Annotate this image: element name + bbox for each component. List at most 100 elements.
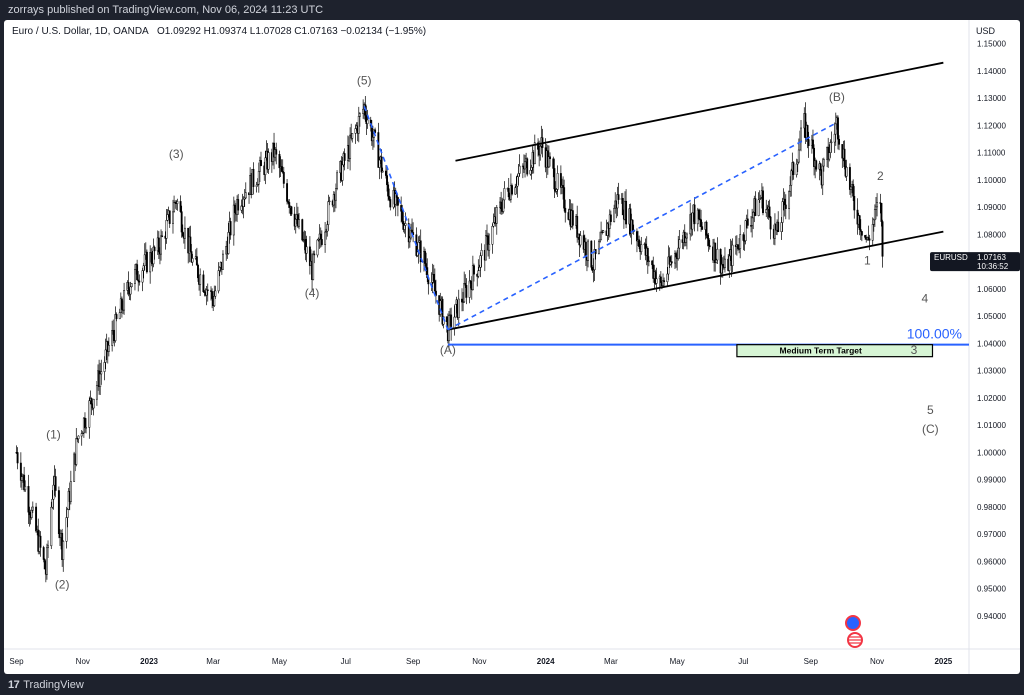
candle-body: [112, 330, 115, 335]
candle-body: [229, 221, 232, 236]
candle-body: [765, 209, 768, 214]
candle-body: [143, 254, 146, 267]
time-axis[interactable]: Sep Nov 2023 Mar May Jul Sep Nov 2024 Mar May Jul Se…: [9, 657, 952, 666]
candle-body: [719, 248, 722, 274]
candle-body: [853, 195, 856, 211]
candle-body: [599, 239, 601, 242]
candle-body: [240, 205, 243, 211]
candle-body: [319, 233, 322, 240]
wave-label: (2): [55, 578, 70, 592]
candle-body: [111, 330, 114, 346]
candle-body: [621, 198, 624, 216]
candle-body: [288, 202, 291, 208]
candle-body: [92, 398, 95, 409]
candle-body: [205, 289, 208, 296]
candle-body: [320, 239, 323, 245]
candle-body: [715, 259, 718, 263]
price-tick-label: 1.01000: [977, 421, 1006, 430]
candle-body: [517, 173, 520, 178]
candle-body: [487, 235, 490, 251]
candle-body: [592, 269, 595, 271]
candle-body: [54, 476, 57, 491]
candle-body: [378, 159, 381, 168]
candle-body: [454, 304, 457, 318]
candle-body: [301, 219, 304, 241]
candle-body: [52, 484, 55, 500]
candle-body: [563, 187, 566, 209]
time-tick-label: 2023: [140, 657, 158, 666]
time-tick-label: Nov: [76, 657, 90, 666]
price-chart[interactable]: Euro / U.S. Dollar, 1D, OANDA O1.09292 H…: [4, 20, 1020, 674]
tradingview-logo-icon[interactable]: 17: [8, 679, 20, 691]
price-tick-label: 1.09000: [977, 203, 1006, 212]
wave-label: (C): [922, 422, 939, 436]
candle-body: [203, 291, 206, 293]
candle-body: [152, 246, 155, 265]
candle-body: [651, 260, 654, 266]
candle-body: [556, 173, 559, 190]
candle-body: [252, 168, 255, 187]
wave-projection-dashed-line: [447, 121, 838, 331]
candle-body: [773, 223, 776, 239]
candle-body: [463, 283, 466, 303]
candle-body: [667, 256, 670, 275]
candle-body: [471, 265, 474, 290]
candle-body: [66, 509, 69, 518]
wave-label: 2: [877, 169, 884, 183]
candle-body: [638, 239, 641, 247]
time-tick-label: Mar: [604, 657, 618, 666]
candle-body: [728, 255, 731, 271]
candle-body: [813, 147, 816, 167]
candle-body: [80, 433, 83, 437]
candle-body: [788, 191, 791, 209]
candle-body: [616, 194, 619, 209]
candle-body: [837, 117, 839, 140]
candle-body: [529, 170, 532, 175]
chart-panel[interactable]: Euro / U.S. Dollar, 1D, OANDA O1.09292 H…: [4, 20, 1020, 674]
candle-body: [260, 160, 262, 167]
candle-body: [807, 139, 810, 146]
candle-body: [142, 265, 145, 271]
candle-body: [275, 149, 278, 155]
price-tick-label: 1.00000: [977, 448, 1006, 457]
candle-body: [357, 116, 360, 134]
candle-body: [845, 167, 848, 177]
candle-body: [103, 362, 106, 372]
candle-body: [783, 198, 786, 206]
candle-body: [298, 219, 300, 227]
candle-body: [503, 188, 506, 201]
candle-body: [396, 197, 399, 206]
candle-body: [166, 214, 169, 221]
candle-body: [530, 167, 533, 171]
candle-body: [325, 231, 328, 233]
candle-body: [24, 486, 27, 491]
candle-body: [480, 249, 483, 256]
candle-body: [183, 227, 186, 239]
candle-body: [881, 221, 884, 257]
time-tick-label: Sep: [406, 657, 421, 666]
candle-body: [754, 198, 757, 216]
candle-body: [432, 273, 435, 281]
candle-body: [762, 190, 764, 214]
candle-body: [860, 231, 863, 236]
price-tick-label: 1.11000: [977, 149, 1006, 158]
candle-body: [349, 134, 352, 159]
candle-body: [670, 261, 673, 264]
wave-label: (1): [46, 428, 61, 442]
price-tick-label: 1.10000: [977, 176, 1006, 185]
candle-body: [868, 238, 871, 241]
event-flag-eu-icon[interactable]: [845, 615, 861, 631]
news-flags[interactable]: [845, 615, 863, 648]
candle-body: [553, 168, 556, 190]
candle-body: [99, 373, 102, 387]
price-tick-label: 0.97000: [977, 530, 1006, 539]
price-axis[interactable]: 1.15000 1.14000 1.13000 1.12000 1.11000 1.100…: [977, 40, 1006, 621]
candle-body: [495, 207, 498, 224]
candle-body: [190, 251, 193, 263]
candle-body: [313, 253, 316, 256]
candle-body: [27, 486, 30, 513]
candle-body: [426, 267, 429, 279]
candle-body: [613, 208, 616, 222]
candle-body: [453, 316, 456, 329]
candle-body: [134, 269, 136, 284]
